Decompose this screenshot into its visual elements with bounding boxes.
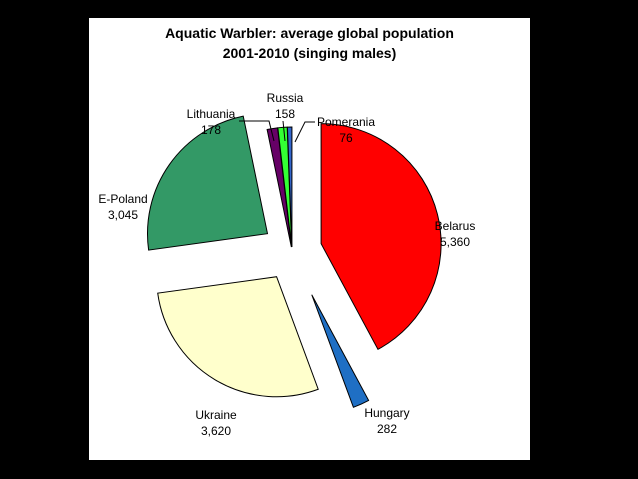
slice-value-hungary: 282 <box>376 422 398 436</box>
slice-name-pomerania: Pomerania <box>316 115 376 129</box>
slice-value-e-poland: 3,045 <box>107 208 139 222</box>
leader-line-pomerania <box>294 121 315 143</box>
pie-slice-belarus <box>320 123 442 351</box>
pie-slice-pomerania <box>286 126 293 248</box>
leader-line-russia <box>282 120 286 142</box>
pie-slice-ukraine <box>157 276 319 398</box>
slice-label-e-poland: E-Poland 3,045 <box>98 191 147 223</box>
slice-name-belarus: Belarus <box>434 219 476 233</box>
slice-value-lithuania: 178 <box>200 123 222 137</box>
slice-value-pomerania: 76 <box>339 131 353 145</box>
chart-area: Aquatic Warbler: average global populati… <box>89 18 530 460</box>
slice-label-lithuania: Lithuania 178 <box>187 106 236 138</box>
slice-label-pomerania: Pomerania 76 <box>317 114 375 146</box>
pie-slice-hungary <box>311 294 370 408</box>
slice-name-hungary: Hungary <box>364 406 410 420</box>
slice-name-e-poland: E-Poland <box>98 192 148 206</box>
slice-value-belarus: 5,360 <box>439 235 471 249</box>
chart-subtitle: 2001-2010 (singing males) <box>222 45 397 61</box>
slice-name-russia: Russia <box>266 91 304 105</box>
pie-chart <box>147 115 442 408</box>
slice-value-russia: 158 <box>274 107 296 121</box>
pie-slice-e-poland <box>147 115 269 251</box>
slice-name-lithuania: Lithuania <box>186 107 236 121</box>
slice-label-russia: Russia 158 <box>267 90 304 122</box>
chart-title: Aquatic Warbler: average global populati… <box>165 25 454 41</box>
slice-value-ukraine: 3,620 <box>200 424 232 438</box>
leader-line-lithuania <box>239 120 275 142</box>
slice-label-hungary: Hungary 282 <box>364 405 409 437</box>
slice-label-belarus: Belarus 5,360 <box>435 218 476 250</box>
slice-label-ukraine: Ukraine 3,620 <box>195 407 236 439</box>
slice-name-ukraine: Ukraine <box>195 408 237 422</box>
